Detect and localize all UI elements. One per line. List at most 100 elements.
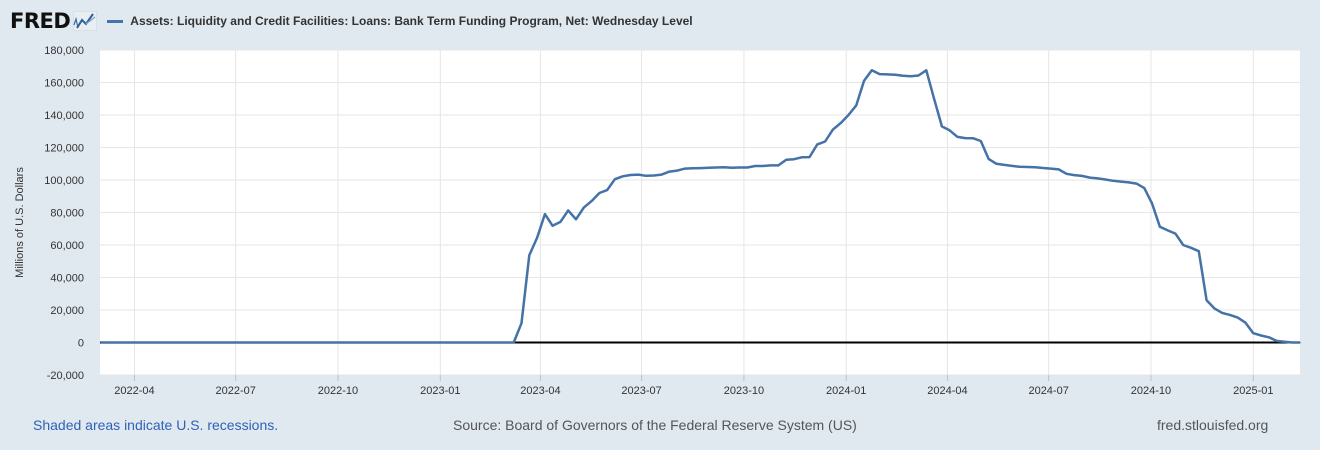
data-point <box>606 189 608 191</box>
data-point <box>808 156 811 158</box>
data-point <box>590 200 593 202</box>
data-point <box>1283 340 1286 343</box>
data-point <box>512 341 515 344</box>
fred-logo-text: FRED <box>10 9 71 33</box>
data-point <box>1073 174 1075 176</box>
data-point <box>894 73 896 76</box>
data-point <box>1190 247 1192 249</box>
data-point <box>1229 314 1231 316</box>
data-point <box>863 80 865 82</box>
data-point <box>956 136 959 138</box>
data-point <box>100 341 102 344</box>
data-point <box>925 69 928 72</box>
data-point <box>816 143 819 146</box>
data-point <box>1026 166 1029 168</box>
data-point <box>699 167 702 169</box>
x-tick-label: 2023-01 <box>420 385 460 397</box>
data-point <box>1057 168 1060 171</box>
data-point <box>1299 341 1301 344</box>
data-point <box>536 237 538 239</box>
y-tick-label: 140,000 <box>44 110 84 122</box>
data-point <box>1096 177 1099 180</box>
data-point <box>1213 307 1216 310</box>
data-point <box>1089 176 1091 179</box>
data-point <box>1291 341 1293 344</box>
data-point <box>917 74 920 77</box>
y-tick-label: 0 <box>78 338 84 350</box>
data-point <box>1127 181 1130 184</box>
data-point <box>1205 299 1208 302</box>
x-tick-label: 2023-07 <box>621 385 661 397</box>
x-tick-label: 2022-04 <box>114 385 154 397</box>
data-point <box>645 175 647 177</box>
data-point <box>1275 340 1278 342</box>
y-tick-label: -20,000 <box>47 370 84 382</box>
recession-note: Shaded areas indicate U.S. recessions. <box>33 417 279 433</box>
data-point <box>1151 202 1153 205</box>
legend-series-label: Assets: Liquidity and Credit Facilities:… <box>130 14 693 28</box>
data-point <box>769 164 772 167</box>
data-point <box>692 167 694 170</box>
data-point <box>723 166 725 169</box>
data-point <box>933 98 935 100</box>
x-tick-label: 2024-01 <box>826 385 866 397</box>
data-point <box>847 114 850 116</box>
data-point <box>972 137 974 139</box>
data-point <box>1166 229 1169 232</box>
y-tick-label: 100,000 <box>44 175 84 187</box>
data-point <box>684 167 686 170</box>
data-point <box>1034 166 1037 168</box>
x-tick-label: 2024-10 <box>1131 385 1171 397</box>
data-point <box>1018 166 1021 168</box>
site-link[interactable]: fred.stlouisfed.org <box>1157 417 1269 433</box>
data-point <box>730 166 733 169</box>
chart-legend: Assets: Liquidity and Credit Facilities:… <box>107 14 693 28</box>
y-tick-label: 80,000 <box>50 208 84 220</box>
data-point <box>762 165 764 167</box>
x-tick-label: 2022-07 <box>215 385 255 397</box>
data-point <box>964 137 966 139</box>
fred-logo[interactable]: FRED <box>10 9 98 33</box>
data-point <box>528 254 531 256</box>
x-tick-label: 2022-10 <box>318 385 358 397</box>
data-point <box>598 192 601 194</box>
data-point <box>839 122 842 124</box>
data-point <box>1042 167 1044 169</box>
data-point <box>995 163 998 165</box>
x-tick-label: 2023-10 <box>724 385 764 397</box>
y-tick-label: 160,000 <box>44 78 84 90</box>
data-point <box>1244 321 1247 324</box>
data-point <box>1221 312 1223 314</box>
data-point <box>1236 316 1239 319</box>
data-point <box>1174 232 1177 235</box>
data-point <box>902 74 904 77</box>
data-point <box>1081 175 1083 177</box>
data-point <box>707 167 710 169</box>
data-point <box>668 170 671 173</box>
source-note: Source: Board of Governors of the Federa… <box>453 417 857 433</box>
data-point <box>824 140 826 143</box>
data-point <box>871 69 873 72</box>
data-point <box>1050 167 1052 170</box>
y-tick-label: 20,000 <box>50 305 84 317</box>
data-point <box>614 178 616 180</box>
data-point <box>1182 244 1184 246</box>
y-tick-label: 120,000 <box>44 143 84 155</box>
data-point <box>948 129 951 132</box>
data-point <box>1198 250 1200 252</box>
y-tick-label: 60,000 <box>50 240 84 252</box>
data-point <box>801 156 803 159</box>
data-point <box>1112 180 1114 182</box>
data-point <box>520 322 523 325</box>
y-tick-label: 40,000 <box>50 273 84 285</box>
x-tick-label: 2025-01 <box>1233 385 1273 397</box>
y-axis-label: Millions of U.S. Dollars <box>14 167 26 278</box>
data-point <box>715 166 717 169</box>
data-point <box>1159 226 1161 228</box>
x-tick-label: 2024-07 <box>1028 385 1068 397</box>
data-point <box>660 173 663 176</box>
data-point <box>1104 178 1107 181</box>
data-point <box>1003 164 1005 166</box>
data-point <box>1120 180 1122 183</box>
